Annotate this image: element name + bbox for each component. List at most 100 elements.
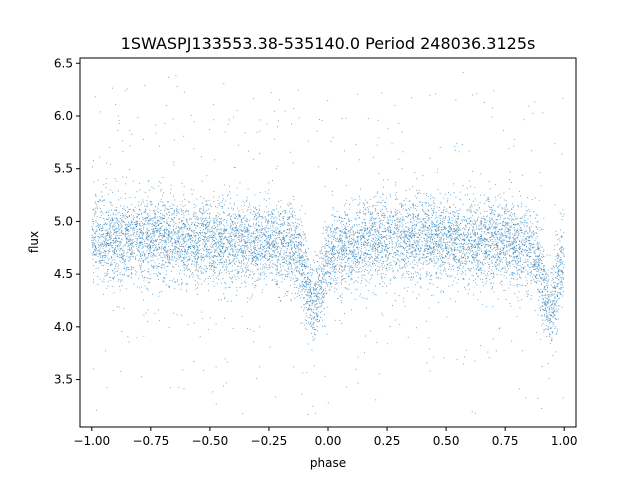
data-point	[541, 365, 543, 367]
data-point	[330, 253, 332, 255]
data-point	[233, 262, 235, 264]
data-point	[131, 273, 133, 275]
data-point	[395, 233, 397, 235]
data-point	[265, 241, 267, 243]
data-point	[130, 253, 131, 254]
data-point	[234, 242, 236, 244]
data-point	[507, 224, 509, 226]
data-point	[429, 237, 431, 239]
data-point	[223, 242, 225, 244]
data-point	[509, 262, 511, 264]
data-point	[526, 261, 528, 263]
data-point	[156, 249, 157, 251]
data-point	[164, 246, 166, 248]
data-point	[559, 240, 561, 242]
data-point	[445, 193, 447, 195]
data-point	[322, 300, 324, 302]
data-point	[207, 250, 209, 252]
data-point	[248, 260, 250, 262]
data-point	[152, 240, 154, 241]
data-point	[166, 249, 168, 251]
data-point	[341, 118, 343, 120]
data-point	[119, 254, 121, 256]
data-point	[407, 336, 409, 338]
data-point	[556, 283, 558, 285]
data-point	[355, 231, 357, 233]
data-point	[107, 232, 109, 234]
data-point	[301, 306, 303, 308]
data-point	[157, 258, 159, 260]
data-point	[262, 217, 264, 219]
data-point	[257, 263, 259, 265]
data-point	[114, 209, 116, 211]
data-point	[464, 228, 466, 230]
data-point	[469, 247, 471, 248]
data-point	[552, 355, 554, 357]
data-point	[407, 207, 409, 209]
data-point	[356, 231, 358, 233]
data-point	[230, 219, 232, 221]
data-point	[250, 235, 251, 237]
data-point	[283, 230, 285, 232]
data-point	[277, 126, 278, 128]
data-point	[364, 297, 366, 299]
data-point	[223, 255, 224, 257]
data-point	[473, 246, 475, 248]
data-point	[255, 212, 257, 214]
data-point	[432, 234, 434, 236]
data-point	[458, 230, 460, 231]
data-point	[366, 229, 368, 231]
data-point	[475, 235, 477, 237]
data-point	[114, 238, 116, 239]
data-point	[99, 253, 101, 255]
data-point	[489, 222, 491, 224]
data-point	[203, 235, 205, 237]
data-point	[546, 285, 548, 286]
data-point	[542, 228, 544, 230]
data-point	[533, 259, 535, 261]
data-point	[419, 278, 421, 280]
data-point	[160, 234, 162, 236]
data-point	[499, 248, 501, 250]
data-point	[542, 255, 544, 257]
data-point	[453, 259, 455, 261]
data-point	[406, 209, 408, 211]
data-point	[427, 218, 429, 220]
data-point	[407, 234, 409, 236]
data-point	[551, 321, 553, 323]
data-point	[181, 220, 183, 221]
data-point	[155, 246, 157, 248]
data-point	[372, 274, 374, 276]
data-point	[142, 222, 144, 224]
data-point	[392, 260, 394, 262]
data-point	[116, 262, 118, 264]
data-point	[442, 264, 443, 266]
data-point	[166, 252, 168, 254]
data-point	[445, 244, 447, 246]
data-point	[539, 245, 541, 247]
data-point	[131, 251, 132, 253]
data-point	[162, 247, 164, 249]
data-point	[166, 221, 168, 223]
data-point	[560, 213, 562, 215]
data-point	[146, 231, 148, 233]
data-point	[117, 222, 118, 224]
data-point	[471, 274, 473, 276]
data-point	[543, 217, 545, 219]
data-point	[229, 214, 230, 216]
data-point	[422, 219, 424, 221]
data-point	[411, 227, 413, 229]
data-point	[265, 235, 267, 237]
data-point	[309, 285, 311, 287]
data-point	[195, 262, 197, 263]
data-point	[529, 275, 531, 277]
data-point	[303, 272, 305, 274]
data-point	[196, 269, 198, 271]
data-point	[453, 228, 455, 230]
data-point	[369, 198, 371, 200]
data-point	[279, 230, 281, 232]
data-points	[91, 72, 565, 415]
data-point	[95, 246, 97, 248]
data-point	[557, 239, 559, 241]
data-point	[194, 240, 196, 242]
